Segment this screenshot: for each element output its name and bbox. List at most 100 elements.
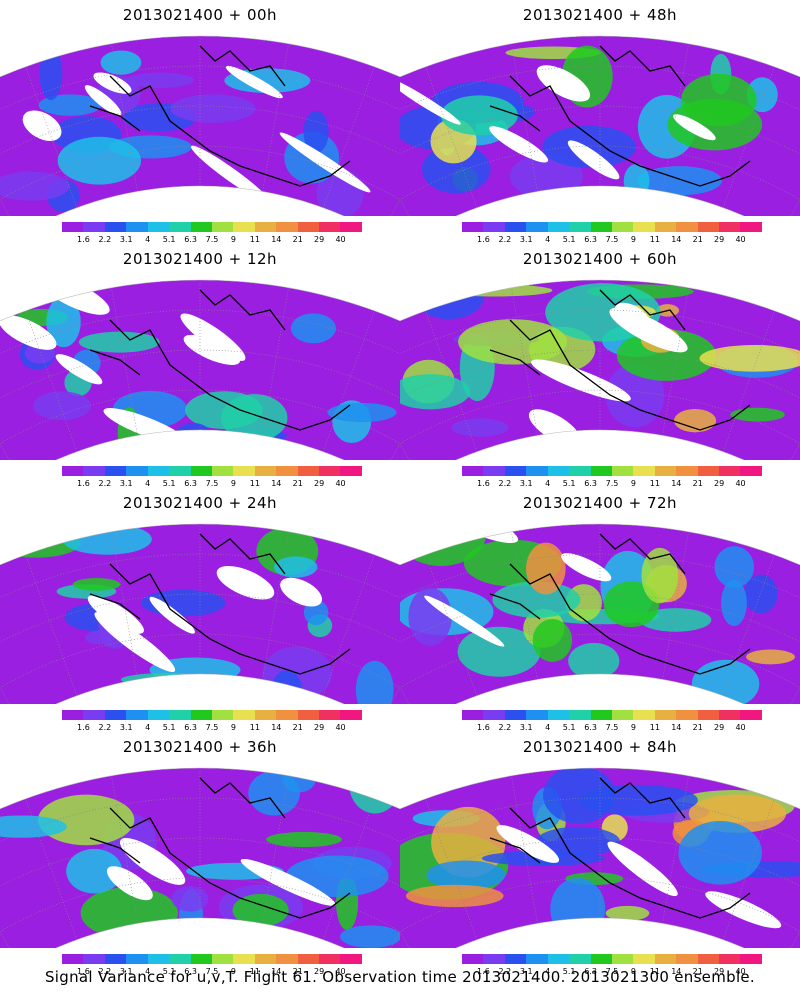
colorbar-tick-label: 2.2 [98, 967, 112, 976]
colorbar-swatch [190, 466, 212, 476]
colorbar-tick-label: 4 [145, 967, 151, 976]
field-contour [509, 154, 583, 199]
field-contour [37, 794, 135, 846]
colorbar-tick-label: 40 [735, 479, 746, 488]
colorbar-swatch [633, 954, 655, 964]
coastline [489, 289, 751, 431]
colorbar-swatch [83, 222, 105, 232]
colorbar-swatch [126, 954, 148, 964]
colorbar-tick-label: 14 [671, 479, 682, 488]
colorbar-tick-label: 14 [671, 723, 682, 732]
field-contour [623, 163, 650, 198]
colorbar [462, 710, 762, 720]
field-gap [190, 145, 271, 204]
colorbar-tick-label: 40 [335, 967, 346, 976]
colorbar-tick-label: 29 [714, 967, 725, 976]
colorbar-tick-label: 21 [292, 723, 303, 732]
colorbar-swatch [104, 222, 127, 232]
colorbar-tick-label: 21 [692, 967, 703, 976]
field-contour [605, 905, 650, 921]
graticule-parallel [400, 389, 800, 460]
colorbar-swatch [483, 954, 505, 964]
field-gap [94, 612, 176, 672]
graticule-parallel [0, 309, 400, 407]
graticule-meridian [511, 43, 538, 192]
colorbar-tick-label: 2.2 [98, 723, 112, 732]
map-panel: 2013021400 + 00h 1.6 2.2 3.1 4 5.1 6.3 7.5 9 11 14… [0, 0, 400, 244]
field-gap [424, 595, 505, 647]
colorbar-tick-label: 6.3 [184, 967, 197, 976]
colorbar-swatch [126, 222, 148, 232]
colorbar-swatch [233, 710, 255, 720]
field-gap [119, 838, 186, 885]
colorbar-labels: 1.6 2.2 3.1 4 5.1 6.3 7.5 9 11 14 21 29 40 [462, 479, 762, 489]
colorbar-tick-label: 9 [230, 723, 236, 732]
graticule-meridian [425, 798, 478, 940]
colorbar-swatch [276, 710, 298, 720]
colorbar-swatch [62, 710, 84, 720]
colorbar-swatch [233, 222, 255, 232]
map-panel: 2013021400 + 60h 1.6 2.2 3.1 4 5.1 6.3 7.5 9 11 14… [400, 244, 800, 488]
graticule-meridian [0, 104, 21, 216]
colorbar-tick-label: 3.1 [519, 723, 533, 732]
colorbar-tick-label: 1.6 [77, 479, 90, 488]
field-contour [451, 418, 509, 437]
colorbar-swatch [719, 222, 741, 232]
colorbar-tick-label: 7.5 [205, 967, 219, 976]
field-gap [400, 78, 461, 125]
panel-title: 2013021400 + 60h [522, 250, 678, 268]
map-panel: 2013021400 + 84h 1.6 2.2 3.1 4 5.1 6.3 7.5 9 11 14… [400, 732, 800, 976]
graticule-parallel [400, 553, 800, 651]
field-gap [216, 565, 275, 600]
colorbar-swatch [590, 954, 612, 964]
map-panel: 2013021400 + 12h 1.6 2.2 3.1 4 5.1 6.3 7.5 9 11 14… [0, 244, 400, 488]
colorbar-tick-label: 14 [671, 235, 682, 244]
colorbar-swatch [190, 954, 212, 964]
colorbar-tick-label: 21 [292, 479, 303, 488]
graticule-parallel [400, 65, 800, 163]
field-gap [673, 114, 716, 141]
polar-sector-map [0, 523, 400, 704]
colorbar-tick-label: 6.3 [184, 235, 197, 244]
colorbar-tick-label: 5.1 [162, 235, 176, 244]
field-gap [489, 126, 549, 163]
colorbar-tick-label: 11 [249, 235, 260, 244]
colorbar-tick-label: 3.1 [519, 235, 533, 244]
colorbar-swatch [483, 466, 505, 476]
graticule-parallel [400, 145, 800, 216]
field-contour [714, 546, 755, 588]
colorbar-swatch [697, 222, 720, 232]
colorbar-swatch [319, 222, 341, 232]
colorbar-swatch [211, 954, 234, 964]
colorbar-swatch [62, 954, 84, 964]
colorbar [62, 466, 362, 476]
colorbar-swatch [569, 222, 591, 232]
field-contour [355, 660, 394, 704]
colorbar-tick-label: 7.5 [605, 479, 619, 488]
colorbar-swatch [483, 222, 505, 232]
colorbar [462, 466, 762, 476]
colorbar-tick-label: 1.6 [77, 967, 90, 976]
field-contour [603, 581, 660, 628]
colorbar-swatch [254, 466, 277, 476]
colorbar-swatch [719, 710, 741, 720]
colorbar-swatch [590, 222, 612, 232]
colorbar-tick-label: 7.5 [605, 723, 619, 732]
colorbar-swatch [526, 466, 548, 476]
colorbar-swatch [104, 954, 127, 964]
graticule-meridian [111, 43, 138, 192]
graticule-parallel [400, 797, 800, 895]
colorbar-swatch [740, 710, 762, 720]
panel-title: 2013021400 + 72h [522, 494, 678, 512]
map-outline [0, 767, 400, 948]
colorbar-swatch [504, 466, 527, 476]
colorbar-labels: 1.6 2.2 3.1 4 5.1 6.3 7.5 9 11 14 21 29 40 [62, 967, 362, 977]
colorbar-swatch [62, 466, 84, 476]
colorbar-tick-label: 21 [692, 235, 703, 244]
colorbar-tick-label: 9 [630, 479, 636, 488]
colorbar [62, 954, 362, 964]
colorbar-swatch [654, 222, 677, 232]
colorbar-tick-label: 40 [335, 235, 346, 244]
colorbar-swatch [83, 954, 105, 964]
field-contour [272, 670, 302, 703]
